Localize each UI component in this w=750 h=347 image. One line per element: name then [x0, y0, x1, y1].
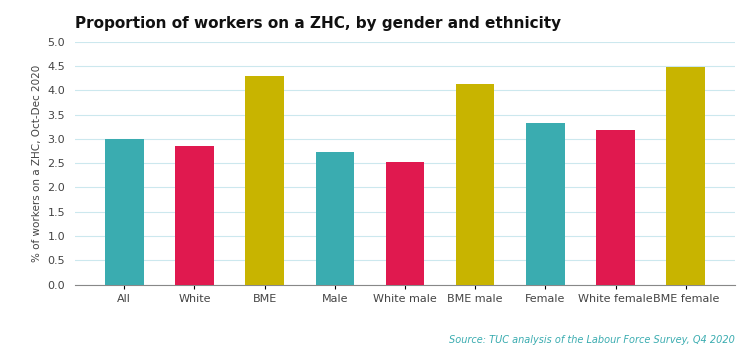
Bar	[596, 130, 634, 285]
Bar	[667, 67, 705, 285]
Text: Proportion of workers on a ZHC, by gender and ethnicity: Proportion of workers on a ZHC, by gende…	[75, 16, 561, 31]
Bar	[456, 84, 494, 285]
Bar	[245, 76, 284, 285]
Text: Source: TUC analysis of the Labour Force Survey, Q4 2020: Source: TUC analysis of the Labour Force…	[449, 335, 735, 345]
Bar	[176, 146, 214, 285]
Bar	[386, 162, 424, 285]
Y-axis label: % of workers on a ZHC, Oct-Dec 2020: % of workers on a ZHC, Oct-Dec 2020	[32, 65, 42, 262]
Bar	[316, 152, 354, 285]
Bar	[105, 139, 143, 285]
Bar	[526, 123, 565, 285]
